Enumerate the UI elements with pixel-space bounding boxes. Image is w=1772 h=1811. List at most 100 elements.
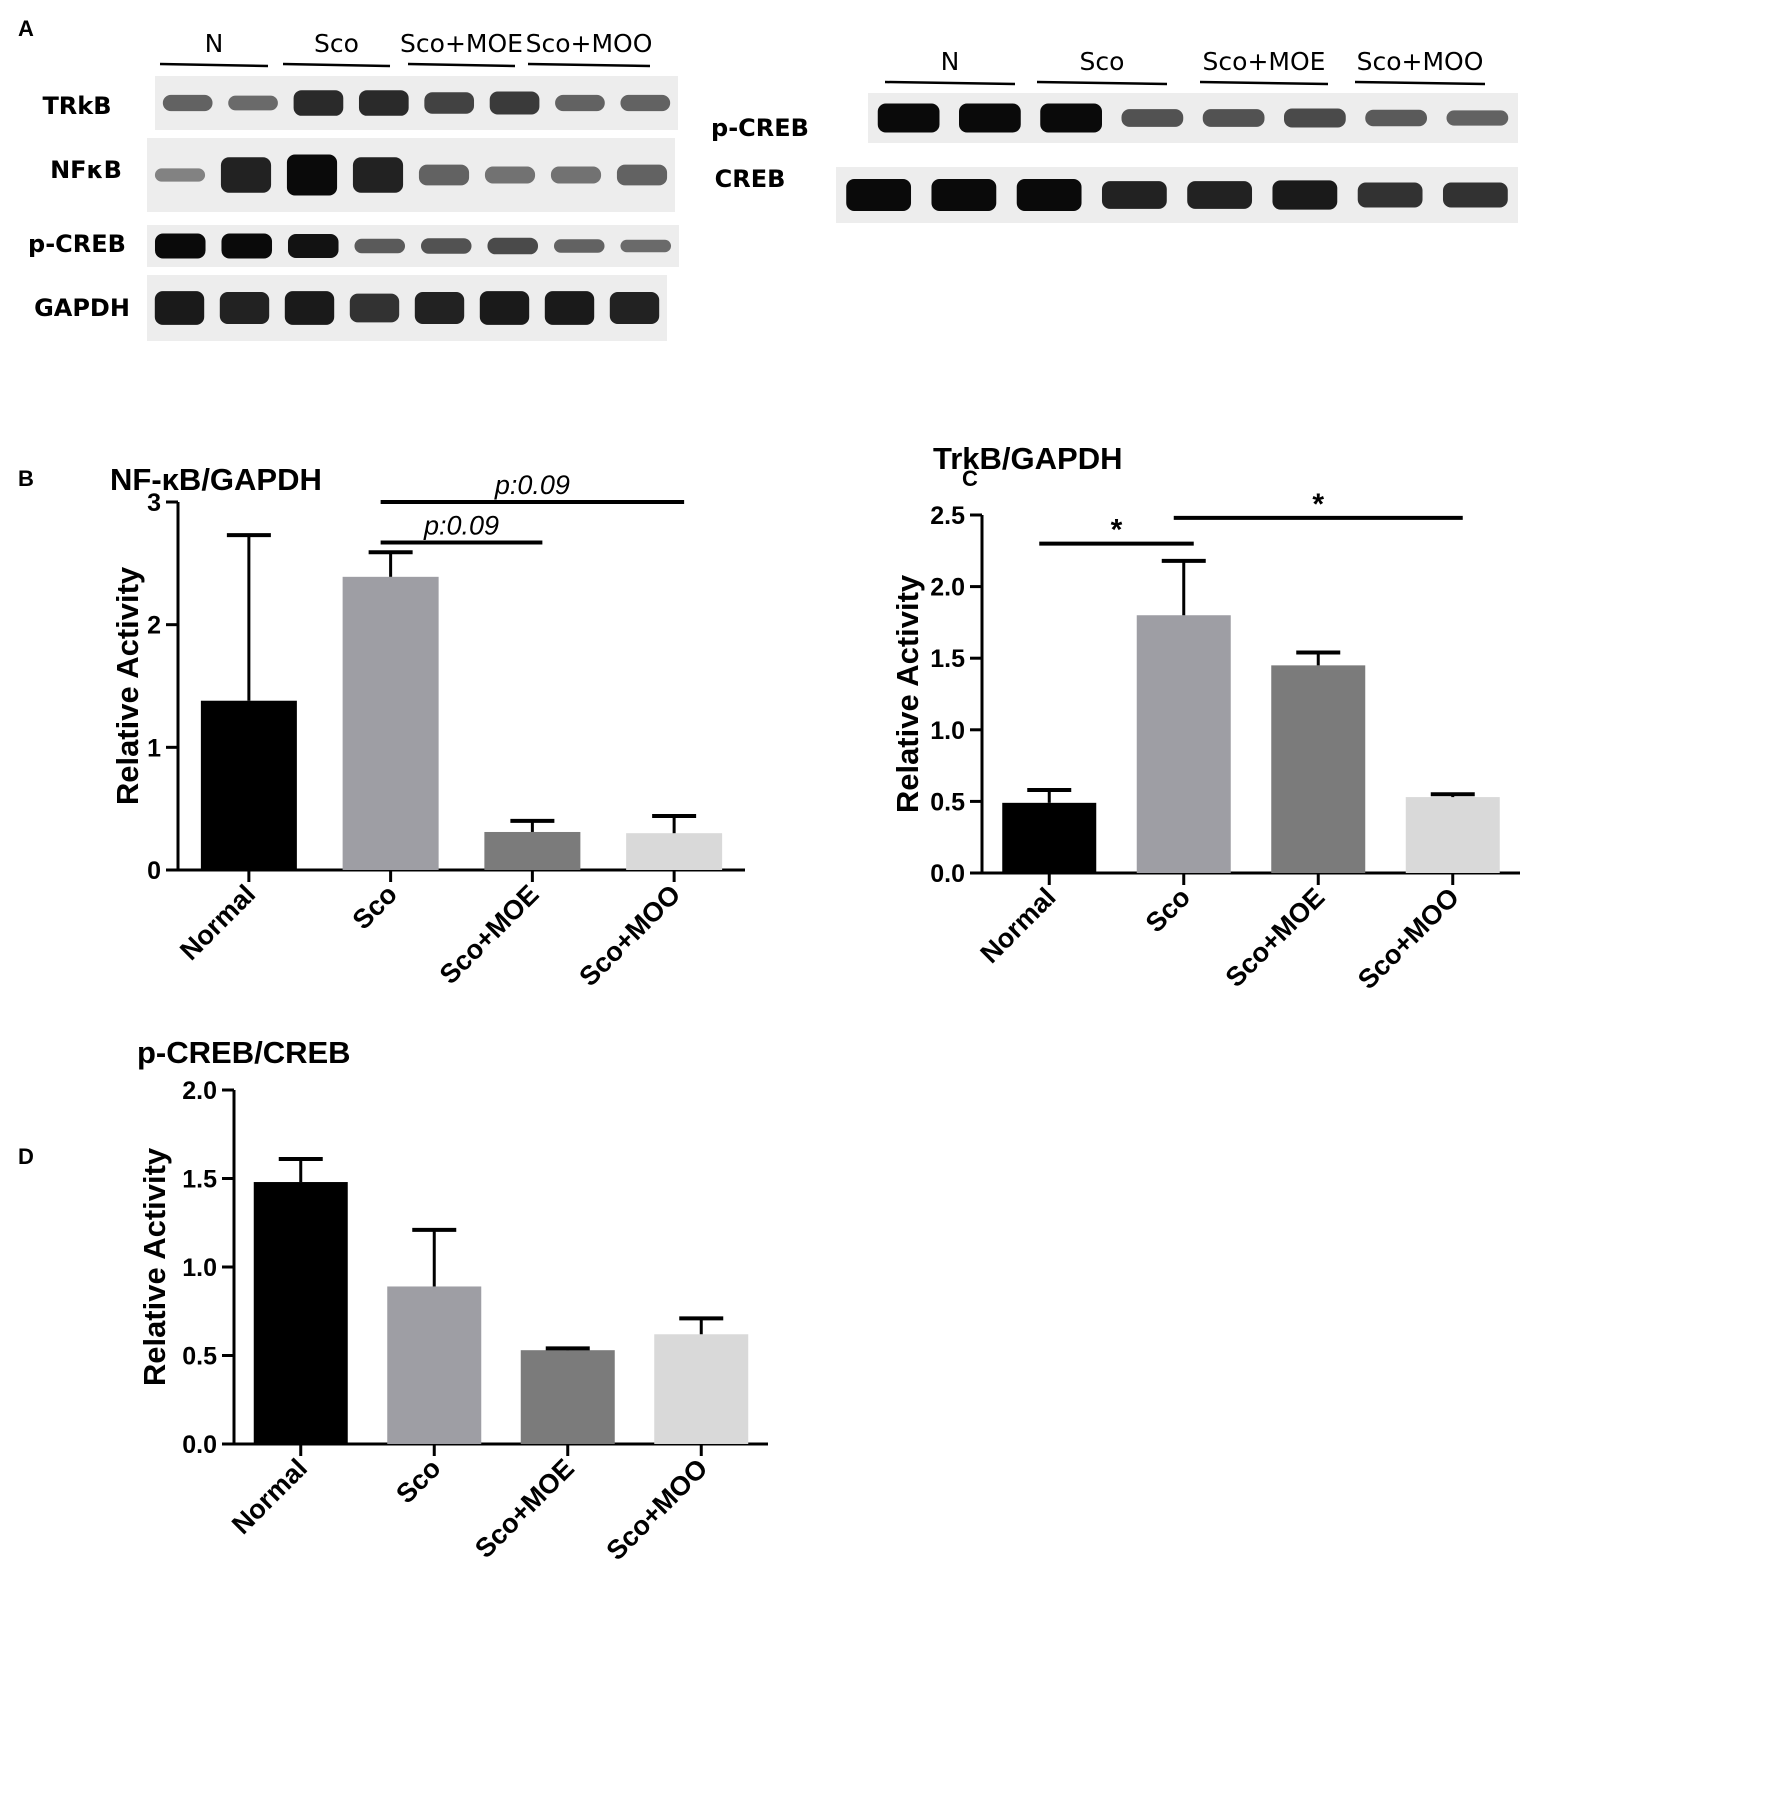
chart-title: NF-κB/GAPDH: [110, 462, 322, 497]
blot-group-underline: [1199, 80, 1329, 86]
category-label-sco-moo: Sco+MOO: [1352, 882, 1465, 995]
y-tick-label: 0.0: [930, 860, 965, 888]
y-tick-label: 0.5: [182, 1343, 217, 1371]
category-label-sco: Sco: [390, 1453, 446, 1509]
bar-sco-moe: [520, 1350, 615, 1444]
y-tick-label: 2: [147, 612, 161, 640]
blot-band: [154, 168, 206, 182]
blot-row-label-p-creb: p-CREB: [28, 230, 126, 258]
significance-label: p:0.09: [494, 470, 570, 500]
category-label-sco-moe: Sco+MOE: [434, 879, 545, 990]
y-axis-label: Relative Activity: [137, 1147, 172, 1386]
significance-label: *: [1111, 514, 1123, 547]
blot-band: [284, 291, 335, 325]
y-tick-label: 0.5: [930, 788, 965, 816]
category-label-sco: Sco: [347, 879, 403, 935]
blot-band: [479, 291, 530, 325]
blot-band: [1016, 179, 1082, 211]
blot-band: [424, 92, 475, 114]
blot-band: [228, 95, 278, 111]
blot-band: [162, 94, 213, 112]
blot-band: [544, 291, 595, 325]
bar-sco-moe: [1271, 665, 1366, 873]
blot-group-underline: [884, 80, 1016, 86]
blot-band: [877, 103, 940, 133]
blot-band: [1284, 108, 1346, 128]
blot-row-label-nf-b: NFκB: [50, 156, 122, 184]
bar-sco-moo: [654, 1334, 749, 1444]
bar-normal: [1002, 802, 1097, 873]
significance-label: p:0.09: [423, 510, 499, 540]
blot-band: [154, 233, 206, 259]
blot-band: [358, 90, 409, 116]
bar-sco: [342, 576, 439, 870]
chart-title: TrkB/GAPDH: [933, 441, 1122, 476]
blot-band: [1442, 182, 1508, 208]
bar-sco: [1136, 615, 1231, 873]
bar-sco-moo: [626, 833, 723, 870]
blot-band: [487, 237, 539, 255]
blot-band: [609, 291, 660, 325]
blot-group-label-n: N: [941, 47, 960, 76]
y-tick-label: 1.0: [182, 1254, 217, 1282]
blot-row-label-creb: CREB: [715, 165, 786, 193]
blot-band: [489, 91, 540, 115]
blot-group-label-sco-moo: Sco+MOO: [526, 29, 653, 58]
blot-band: [959, 103, 1021, 133]
panel-letter-a: A: [18, 16, 34, 41]
blot-band: [221, 233, 273, 259]
blot-band: [286, 154, 338, 196]
blot-band: [1272, 180, 1338, 210]
blot-band: [1446, 110, 1509, 126]
y-tick-label: 1.5: [182, 1166, 217, 1194]
chart-trkb-gapdh: TrkB/GAPDH Relative Activity 0.0 0.5 1.0 1.5 2…: [890, 441, 1520, 995]
category-label-sco-moe: Sco+MOE: [469, 1453, 580, 1564]
bar-normal: [253, 1182, 348, 1444]
blot-band: [555, 94, 605, 112]
blot-row-label-gapdh: GAPDH: [34, 294, 130, 322]
blot-band: [220, 157, 272, 193]
blot-band: [550, 166, 602, 184]
panel-letter-b: B: [18, 466, 34, 491]
blot-band: [620, 239, 672, 253]
blot-band: [620, 94, 671, 112]
blot-band: [931, 179, 997, 211]
blot-band: [1357, 182, 1423, 208]
blot-band: [1187, 181, 1253, 209]
blot-band: [414, 291, 465, 325]
category-label-sco-moo: Sco+MOO: [573, 879, 686, 992]
blot-band: [354, 238, 406, 254]
y-tick-label: 2.5: [930, 502, 965, 530]
blot-group-underline: [1354, 80, 1486, 86]
blot-band: [418, 164, 470, 186]
western-blot-left: N Sco Sco+MOE Sco+MOO TRkB NFκB p-CREB GAPDH: [28, 29, 679, 341]
bar-sco: [387, 1286, 482, 1444]
y-axis-label: Relative Activity: [890, 574, 925, 813]
blot-group-label-sco: Sco: [314, 29, 359, 58]
blot-group-underline: [527, 62, 651, 68]
blot-group-label-n: N: [205, 29, 224, 58]
y-tick-label: 0.0: [182, 1431, 217, 1459]
blot-band: [219, 291, 270, 325]
y-tick-label: 1.0: [930, 717, 965, 745]
blot-group-underline: [159, 62, 269, 68]
blot-band: [349, 293, 400, 323]
y-tick-label: 1.5: [930, 645, 965, 673]
blot-group-label-sco-moe: Sco+MOE: [1203, 47, 1326, 76]
blot-band: [287, 234, 339, 258]
blot-band: [1040, 103, 1102, 133]
blot-row-label-p-creb: p-CREB: [711, 114, 809, 142]
y-tick-label: 3: [147, 489, 161, 517]
y-tick-label: 1: [147, 734, 161, 762]
chart-nfkb-gapdh: NF-κB/GAPDH Relative Activity 0 1 2 3 Normal Sc…: [110, 462, 745, 992]
bar-normal: [200, 700, 297, 870]
panel-letter-c: C: [962, 466, 978, 491]
blot-group-label-sco: Sco: [1080, 47, 1125, 76]
panel-letter-d: D: [18, 1144, 34, 1169]
blot-band: [484, 166, 536, 184]
blot-band: [1365, 109, 1427, 127]
bar-sco-moo: [1405, 797, 1500, 873]
category-label-sco-moe: Sco+MOE: [1220, 882, 1331, 993]
category-label-normal: Normal: [226, 1453, 313, 1540]
